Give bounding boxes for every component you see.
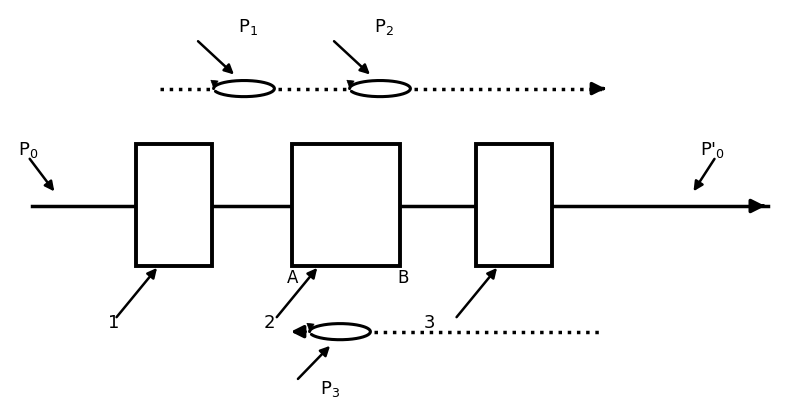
- Text: P$_2$: P$_2$: [374, 17, 394, 37]
- Text: 3: 3: [424, 314, 435, 332]
- Text: 2: 2: [264, 314, 275, 332]
- Text: P'$_0$: P'$_0$: [700, 140, 725, 160]
- Bar: [136, 144, 212, 266]
- Text: P$_1$: P$_1$: [238, 17, 258, 37]
- Text: P$_3$: P$_3$: [320, 379, 340, 399]
- Bar: [476, 144, 552, 266]
- Text: B: B: [398, 269, 409, 287]
- Text: 1: 1: [108, 314, 119, 332]
- Bar: [292, 144, 400, 266]
- Text: A: A: [286, 269, 298, 287]
- Text: P$_0$: P$_0$: [18, 140, 38, 160]
